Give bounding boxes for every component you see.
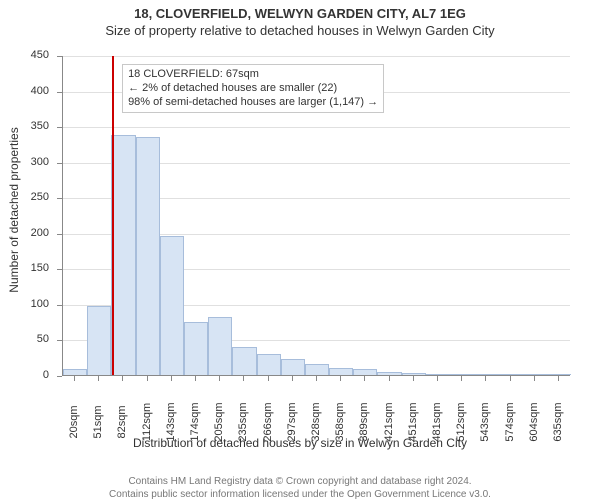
- footer-line-1: Contains HM Land Registry data © Crown c…: [0, 475, 600, 488]
- bar: [208, 317, 232, 375]
- bar: [426, 374, 450, 375]
- page: 18, CLOVERFIELD, WELWYN GARDEN CITY, AL7…: [0, 6, 600, 500]
- bar: [257, 354, 281, 375]
- bar: [111, 135, 135, 375]
- ytick-label: 300: [31, 156, 49, 168]
- bar: [498, 374, 522, 375]
- yticks-container: 050100150200250300350400450: [57, 56, 62, 376]
- yaxis-label: Number of detached properties: [7, 127, 21, 292]
- bar: [523, 374, 547, 375]
- bar: [63, 369, 87, 375]
- bar: [377, 372, 401, 375]
- annotation-line-2: ← 2% of detached houses are smaller (22): [128, 82, 378, 96]
- ytick-label: 200: [31, 227, 49, 239]
- bar: [160, 236, 184, 375]
- annotation-box: 18 CLOVERFIELD: 67sqm ← 2% of detached h…: [122, 64, 384, 113]
- ytick-label: 150: [31, 262, 49, 274]
- xtick-label: 82sqm: [116, 405, 128, 438]
- xticks-container: 20sqm51sqm82sqm112sqm143sqm174sqm205sqm2…: [62, 376, 570, 426]
- page-title: 18, CLOVERFIELD, WELWYN GARDEN CITY, AL7…: [0, 6, 600, 21]
- footer: Contains HM Land Registry data © Crown c…: [0, 475, 600, 500]
- ytick-label: 400: [31, 85, 49, 97]
- bar: [232, 347, 256, 375]
- annotation-line-1: 18 CLOVERFIELD: 67sqm: [128, 68, 378, 82]
- bar: [329, 368, 353, 375]
- ytick-label: 100: [31, 298, 49, 310]
- ytick-label: 0: [43, 369, 49, 381]
- marker-line: [112, 56, 114, 375]
- bar: [184, 322, 208, 375]
- ytick-label: 450: [31, 49, 49, 61]
- bar: [305, 364, 329, 375]
- chart-container: Number of detached properties 18 CLOVERF…: [0, 50, 600, 420]
- bar: [547, 374, 571, 375]
- bar: [136, 137, 160, 375]
- xtick-label: 51sqm: [92, 405, 104, 438]
- ytick-label: 50: [37, 333, 49, 345]
- gridline-horizontal: [63, 56, 570, 57]
- bar: [353, 369, 377, 375]
- annotation-line-3: 98% of semi-detached houses are larger (…: [128, 96, 378, 110]
- ytick-label: 350: [31, 120, 49, 132]
- footer-line-2: Contains public sector information licen…: [0, 488, 600, 500]
- bar: [474, 374, 498, 375]
- bar: [281, 359, 305, 375]
- plot-area: 18 CLOVERFIELD: 67sqm ← 2% of detached h…: [62, 56, 570, 376]
- bar: [450, 374, 474, 375]
- bar: [402, 373, 426, 375]
- xaxis-label: Distribution of detached houses by size …: [0, 436, 600, 450]
- bar: [87, 306, 111, 375]
- page-subtitle: Size of property relative to detached ho…: [0, 23, 600, 38]
- ytick-label: 250: [31, 191, 49, 203]
- xtick-label: 20sqm: [68, 405, 80, 438]
- gridline-horizontal: [63, 127, 570, 128]
